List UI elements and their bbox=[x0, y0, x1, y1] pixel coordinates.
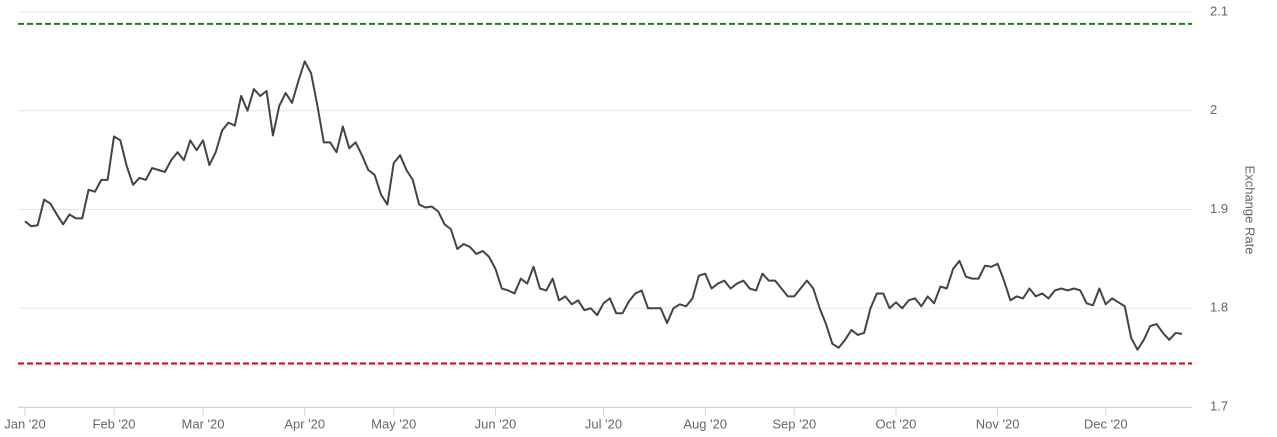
x-tick-label: Jul '20 bbox=[585, 416, 622, 431]
y-tick-label: 1.9 bbox=[1210, 201, 1228, 216]
x-tick-label: Nov '20 bbox=[976, 416, 1020, 431]
y-tick-label: 1.7 bbox=[1210, 398, 1228, 413]
x-tick-label: Feb '20 bbox=[93, 416, 136, 431]
y-axis-label: Exchange Rate bbox=[1243, 166, 1258, 255]
x-tick-label: May '20 bbox=[371, 416, 416, 431]
x-tick-label: Mar '20 bbox=[182, 416, 225, 431]
x-tick-label: Apr '20 bbox=[284, 416, 325, 431]
x-tick-label: Jan '20 bbox=[4, 416, 46, 431]
x-tick-label: Aug '20 bbox=[683, 416, 727, 431]
x-tick-label: Sep '20 bbox=[772, 416, 816, 431]
x-tick-label: Oct '20 bbox=[876, 416, 917, 431]
y-tick-label: 1.8 bbox=[1210, 300, 1228, 315]
x-tick-label: Dec '20 bbox=[1084, 416, 1128, 431]
y-tick-label: 2.1 bbox=[1210, 3, 1228, 18]
y-tick-label: 2 bbox=[1210, 102, 1217, 117]
line-series bbox=[24, 60, 1183, 351]
x-tick-label: Jun '20 bbox=[475, 416, 517, 431]
